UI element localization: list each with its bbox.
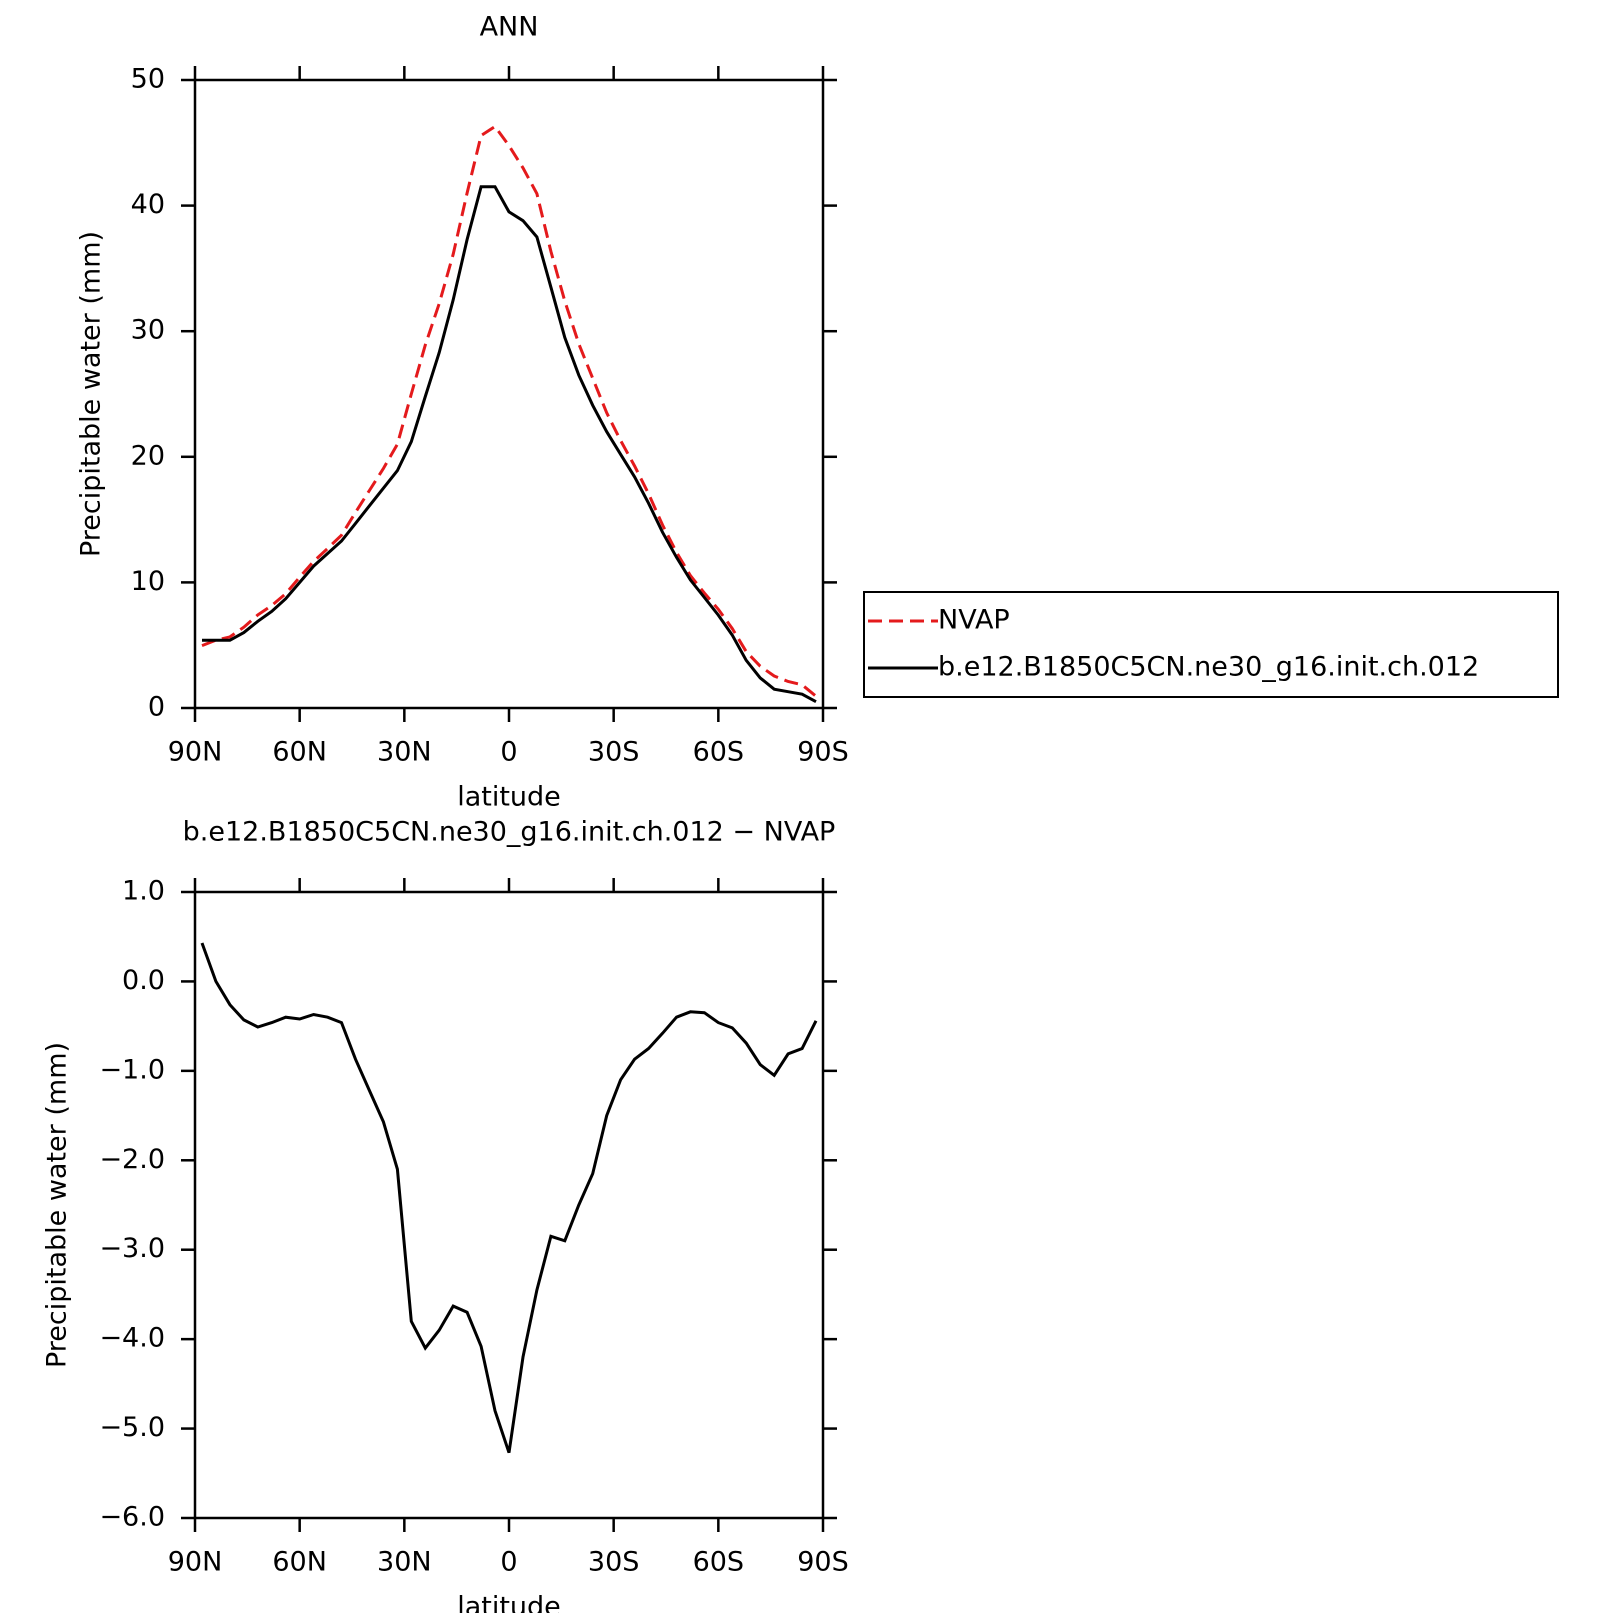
- x-tick-label: 90N: [168, 1547, 223, 1578]
- chart-title: b.e12.B1850C5CN.ne30_g16.init.ch.012 − N…: [183, 817, 836, 848]
- plot-frame: [193, 890, 825, 1520]
- x-tick-label: 60S: [693, 737, 745, 768]
- x-tick-label: 90S: [797, 737, 849, 768]
- y-tick-label: −4.0: [99, 1323, 165, 1354]
- plot-frame: [193, 78, 825, 710]
- data-line: [201, 124, 817, 698]
- x-axis-label: latitude: [457, 782, 561, 813]
- x-tick-label: 60N: [272, 1547, 327, 1578]
- x-tick-label: 0: [500, 1547, 517, 1578]
- x-tick-label: 60S: [693, 1547, 745, 1578]
- y-tick-label: 40: [131, 189, 165, 220]
- y-tick-label: 0.0: [122, 965, 165, 996]
- x-tick-label: 0: [500, 737, 517, 768]
- y-tick-label: −2.0: [99, 1144, 165, 1175]
- chart-title: ANN: [480, 12, 539, 43]
- x-axis-label: latitude: [457, 1592, 561, 1613]
- y-tick-label: 1.0: [122, 876, 165, 907]
- x-tick-label: 90N: [168, 737, 223, 768]
- y-tick-label: −5.0: [99, 1412, 165, 1443]
- legend-box: [863, 591, 1559, 698]
- data-line: [200, 942, 818, 1454]
- x-tick-label: 60N: [272, 737, 327, 768]
- y-axis-label: Precipitable water (mm): [76, 231, 107, 557]
- x-tick-label: 30N: [377, 737, 432, 768]
- y-tick-label: 0: [148, 692, 165, 723]
- data-line: [202, 185, 817, 704]
- x-tick-label: 30N: [377, 1547, 432, 1578]
- x-tick-label: 30S: [588, 1547, 640, 1578]
- y-tick-label: 10: [131, 566, 165, 597]
- legend-label: NVAP: [938, 605, 1010, 636]
- x-tick-label: 30S: [588, 737, 640, 768]
- x-tick-label: 90S: [797, 1547, 849, 1578]
- y-tick-label: 30: [131, 315, 165, 346]
- y-tick-label: 20: [131, 440, 165, 471]
- y-tick-label: −1.0: [99, 1054, 165, 1085]
- legend-label: b.e12.B1850C5CN.ne30_g16.init.ch.012: [938, 652, 1479, 683]
- y-tick-label: −3.0: [99, 1233, 165, 1264]
- y-axis-label: Precipitable water (mm): [42, 1042, 73, 1368]
- y-tick-label: 50: [131, 64, 165, 95]
- y-tick-label: −6.0: [99, 1502, 165, 1533]
